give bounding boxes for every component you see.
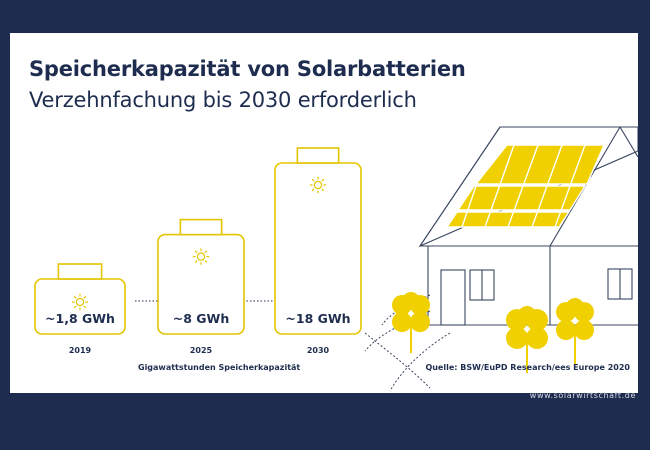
sun-icon <box>192 248 210 265</box>
source-note: Quelle: BSW/EuPD Research/ees Europe 202… <box>425 363 630 372</box>
battery-cap <box>179 218 223 236</box>
chart-canvas: ~1,8 GWh 2019 ~8 GWh 2025 ~18 GWh 2030 Gigawa… <box>34 126 638 392</box>
chart-subtitle: Verzehnfachung bis 2030 erforderlich <box>29 88 417 112</box>
tick-label: 2019 <box>69 346 92 355</box>
house-illustration <box>418 126 638 326</box>
sun-icon <box>71 293 89 311</box>
battery-bar-2030: ~18 GWh 2030 <box>274 147 362 355</box>
battery-cap <box>296 147 340 164</box>
chart-title: Speicherkapazität von Solarbatterien <box>29 57 466 81</box>
tree-icon <box>392 292 430 353</box>
battery-bars: ~1,8 GWh 2019 ~8 GWh 2025 ~18 GWh 2030 <box>34 147 362 355</box>
tick-label: 2025 <box>190 346 213 355</box>
tree-icon <box>506 306 548 373</box>
battery-cap <box>57 263 103 280</box>
tree-icon <box>556 298 594 365</box>
x-axis-label: Gigawattstunden Speicherkapazität <box>138 363 300 372</box>
infographic-card: Speicherkapazität von Solarbatterien Ver… <box>10 33 638 393</box>
website-url[interactable]: www.solarwirtschaft.de <box>529 391 636 400</box>
solar-panel-icon <box>445 144 606 228</box>
tick-label: 2030 <box>307 346 330 355</box>
data-label: ~8 GWh <box>173 311 229 326</box>
data-label: ~1,8 GWh <box>45 311 115 326</box>
battery-bar-2025: ~8 GWh 2025 <box>157 218 245 355</box>
battery-bar-2019: ~1,8 GWh 2019 <box>34 263 126 355</box>
data-label: ~18 GWh <box>285 311 350 326</box>
sun-icon <box>309 176 327 194</box>
